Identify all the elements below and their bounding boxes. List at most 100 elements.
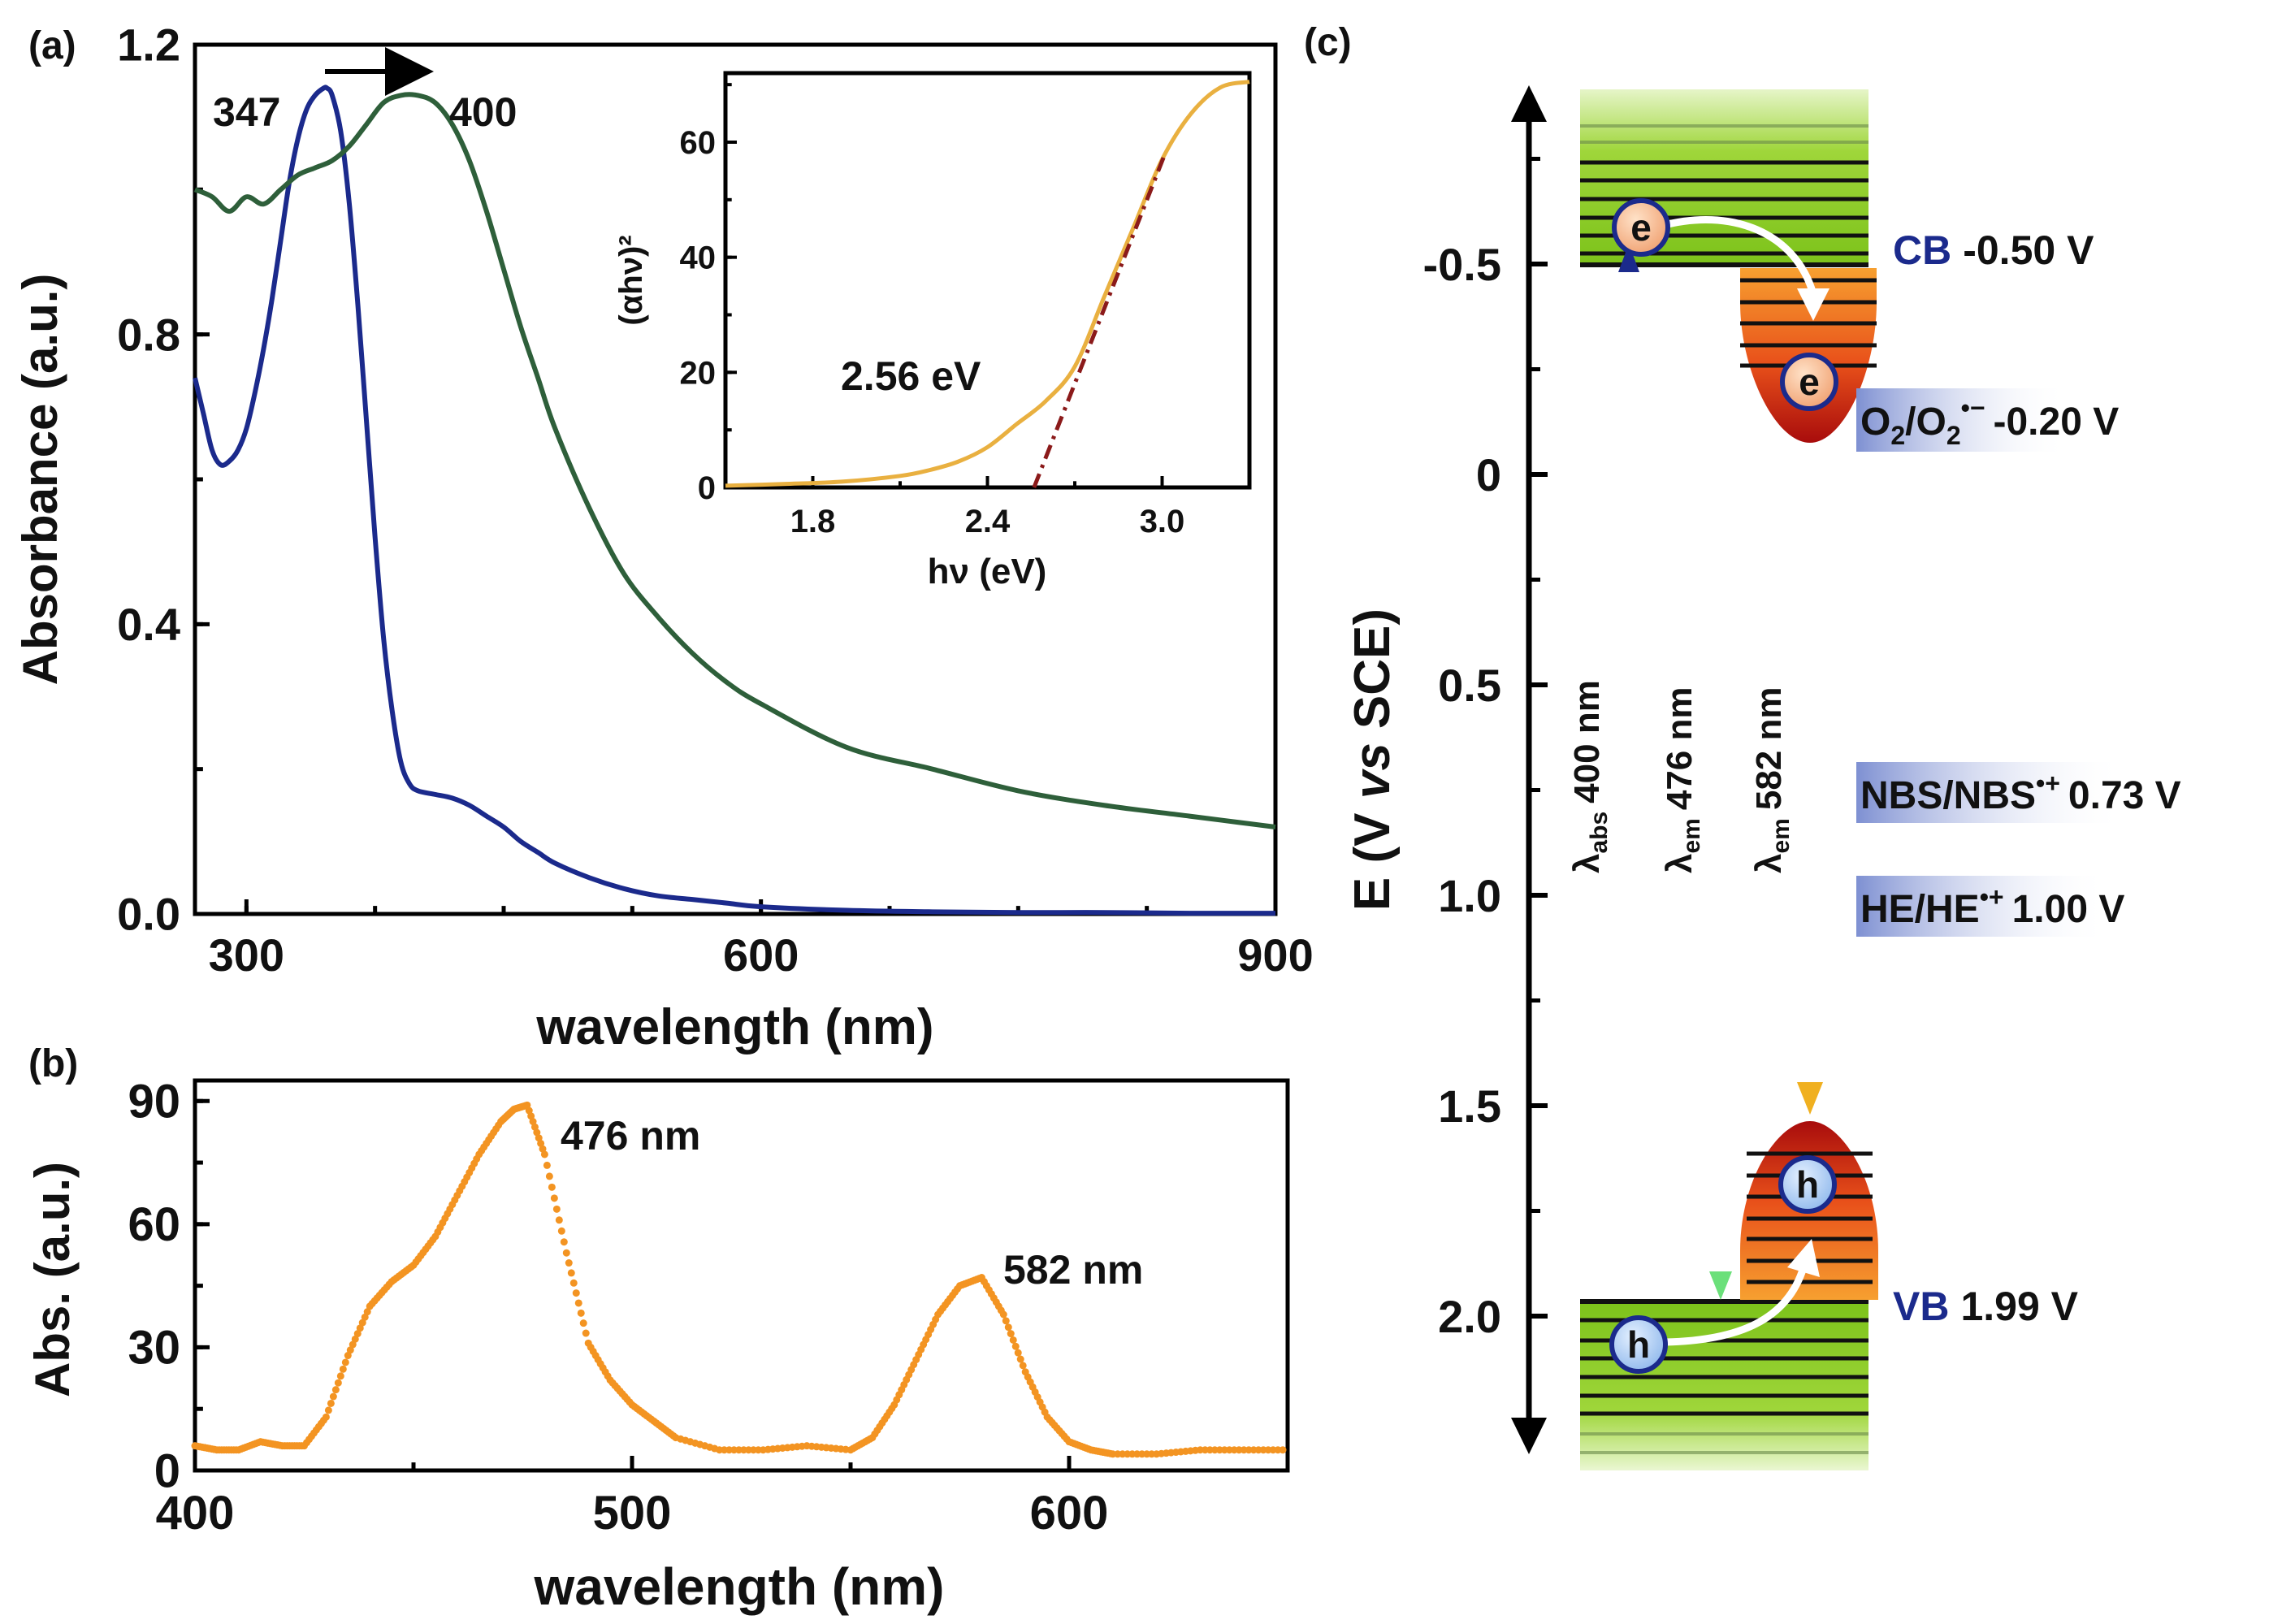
emission-point	[1002, 1317, 1010, 1325]
annotation-peak-476: 476 nm	[561, 1113, 700, 1158]
emission-point	[545, 1172, 553, 1180]
y-tick-label: 1.2	[117, 19, 180, 71]
y-tick-label: 0.8	[117, 309, 180, 360]
y-tick-label: 0.0	[117, 889, 180, 940]
emission-point	[557, 1227, 565, 1235]
y-tick-label: 30	[128, 1322, 180, 1375]
panel-b-label: (b)	[28, 1042, 78, 1085]
x-tick-label: 900	[1237, 929, 1313, 981]
electron-trap: e	[1780, 353, 1838, 411]
svg-text:e: e	[1630, 206, 1652, 249]
inset-series	[725, 80, 1250, 488]
emission-476-arrowhead	[1709, 1271, 1732, 1300]
emission-point	[1009, 1336, 1017, 1344]
potential-nbs-label: NBS/NBS•+ 0.73 V	[1860, 769, 2181, 817]
emission-point	[582, 1329, 590, 1337]
emission-point	[344, 1352, 352, 1360]
x-tick-label: 300	[209, 929, 284, 981]
emission-point	[346, 1346, 354, 1354]
emission-point	[1279, 1446, 1287, 1454]
hole-transfer-arrow	[1665, 1266, 1808, 1346]
emission-point	[1011, 1342, 1020, 1350]
svg-text:e: e	[1799, 361, 1820, 403]
emission-point	[361, 1313, 369, 1321]
emission-point	[550, 1194, 558, 1202]
emission-point	[334, 1379, 342, 1387]
emission-point	[329, 1392, 337, 1401]
panel-c-label: (c)	[1304, 21, 1352, 64]
emission-point	[562, 1249, 570, 1257]
emission-point	[567, 1269, 575, 1277]
potential-o2-bg	[1856, 388, 2068, 452]
label-lambda-em-476: λem476 nm	[1660, 687, 1705, 873]
vb-label: VB 1.99 V	[1893, 1284, 2079, 1329]
panel-a-xlabel: wavelength (nm)	[535, 999, 933, 1055]
emission-point	[1019, 1362, 1027, 1370]
panel-b-frame	[193, 1078, 1290, 1473]
emission-point	[353, 1330, 362, 1338]
emission-point	[351, 1335, 359, 1343]
emission-point	[322, 1413, 330, 1421]
emission-point	[572, 1289, 580, 1297]
emission-point	[339, 1365, 347, 1373]
tauc-curve	[725, 80, 1250, 488]
y-tick-label: 60	[128, 1198, 180, 1251]
x-tick-label: 600	[723, 929, 799, 981]
x-tick-label: 600	[1030, 1487, 1109, 1540]
panel-a-ylabel: Absorbance (a.u.)	[13, 274, 67, 686]
cb-label: CB -0.50 V	[1893, 227, 2094, 273]
series-line-green	[193, 92, 1276, 829]
panel-a-series	[193, 84, 1276, 916]
y-tick-label: 90	[128, 1076, 180, 1128]
emission-point	[363, 1308, 371, 1316]
valence-band	[1580, 1299, 1868, 1470]
energy-axis-label: E (V vs SCE)	[1345, 608, 1401, 911]
emission-point	[560, 1238, 568, 1246]
panel-b-ticks: 400 500 600 0 30 60 90	[128, 1076, 1290, 1540]
x-tick-label: 400	[156, 1487, 235, 1540]
panel-a-ticks: 300 600 900 0.0 0.4 0.8 1.2	[117, 19, 1314, 981]
energy-tick-label: 1.0	[1438, 870, 1501, 921]
emission-point	[336, 1372, 344, 1380]
x-tick-label: 3.0	[1140, 504, 1185, 539]
valence-band-levels	[1580, 1299, 1868, 1454]
electron-transfer-arrow	[1660, 216, 1817, 296]
panel-b: (b) 400 500 600 0 30 60 90 476 nm 582 nm wavel…	[25, 1042, 1290, 1616]
emission-point	[356, 1324, 364, 1332]
trap-state-lower-levels	[1747, 1151, 1873, 1284]
emission-point	[349, 1340, 357, 1349]
emission-point	[552, 1205, 561, 1213]
inset-tauc-plot: 1.8 2.4 3.0 0 20 40 60 2.56 eV hν (eV) (αhν)²	[613, 71, 1252, 591]
label-lambda-em-582: λem582 nm	[1749, 687, 1795, 873]
emission-point	[577, 1309, 585, 1317]
emission-point	[1007, 1330, 1015, 1338]
emission-point	[327, 1399, 335, 1407]
panel-b-ylabel: Abs. (a.u.)	[25, 1162, 80, 1397]
y-tick-label: 60	[680, 125, 717, 161]
emission-point	[341, 1358, 349, 1366]
emission-point	[543, 1161, 551, 1169]
x-tick-label: 2.4	[965, 504, 1011, 539]
x-tick-label: 500	[593, 1487, 672, 1540]
y-tick-label: 40	[680, 240, 717, 276]
electron-transfer-arrowhead	[1797, 288, 1830, 321]
conduction-band-levels	[1580, 124, 1868, 267]
y-tick-label: 0.4	[117, 599, 180, 650]
energy-axis-arrow-bottom	[1511, 1418, 1547, 1454]
emission-point	[574, 1299, 582, 1307]
hole-transfer-arrowhead	[1787, 1239, 1820, 1277]
emission-point	[565, 1259, 573, 1267]
energy-tick-label: 0.5	[1438, 660, 1501, 711]
potential-nbs-bg	[1856, 762, 2124, 823]
annotation-band-gap: 2.56 eV	[841, 353, 981, 399]
svg-text:h: h	[1627, 1323, 1650, 1366]
energy-tick-label: 1.5	[1438, 1081, 1501, 1132]
panel-c: (c) -0.5 0 0.5 1.0 1.5 2.0 E (V vs SCE)	[1304, 21, 2181, 1470]
hole-vb: h	[1609, 1315, 1668, 1374]
energy-axis-ticks: -0.5 0 0.5 1.0 1.5 2.0	[1423, 157, 1548, 1423]
electron-cb: e	[1612, 198, 1670, 257]
absorption-arrowhead	[1618, 244, 1639, 272]
energy-tick-label: -0.5	[1423, 239, 1502, 290]
